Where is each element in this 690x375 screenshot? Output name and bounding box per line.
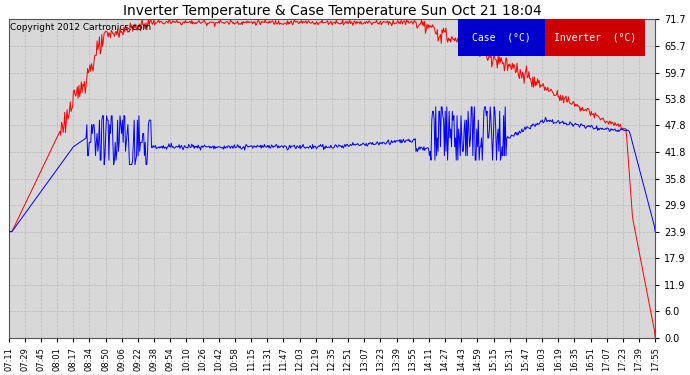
FancyBboxPatch shape xyxy=(545,20,645,56)
Text: Inverter  (°C): Inverter (°C) xyxy=(554,33,636,43)
Title: Inverter Temperature & Case Temperature Sun Oct 21 18:04: Inverter Temperature & Case Temperature … xyxy=(123,4,541,18)
FancyBboxPatch shape xyxy=(458,20,545,56)
Text: Case  (°C): Case (°C) xyxy=(472,33,531,43)
Text: Copyright 2012 Cartronics.com: Copyright 2012 Cartronics.com xyxy=(10,22,151,32)
